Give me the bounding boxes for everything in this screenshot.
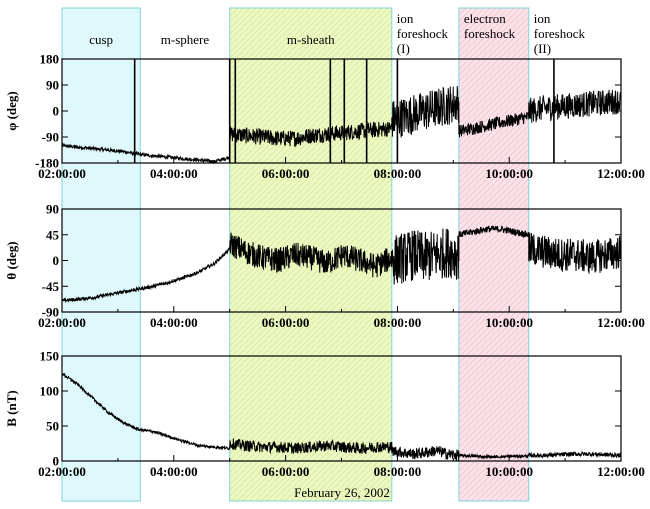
region-bands xyxy=(61,7,530,502)
x-tick-label: 12:00:00 xyxy=(597,464,645,479)
y-tick-label: -180 xyxy=(35,156,59,171)
y-tick-label: 180 xyxy=(40,52,60,67)
region-label: (I) xyxy=(397,41,410,56)
x-tick-label: 10:00:00 xyxy=(485,315,533,330)
y-axis-title: θ (deg) xyxy=(4,241,19,279)
data-trace xyxy=(61,225,622,304)
y-tick-label: -45 xyxy=(42,279,60,294)
region-label: (II) xyxy=(534,41,551,56)
region-label: foreshock xyxy=(397,26,449,41)
y-tick-label: 50 xyxy=(46,419,59,434)
y-tick-label: 100 xyxy=(40,384,60,399)
x-tick-label: 08:00:00 xyxy=(374,315,422,330)
region-label: m-sheath xyxy=(287,32,335,47)
y-tick-label: 0 xyxy=(53,454,60,469)
x-tick-label: 04:00:00 xyxy=(150,315,198,330)
x-tick-label: 06:00:00 xyxy=(262,315,310,330)
y-axis-title: φ (deg) xyxy=(4,91,19,131)
x-tick-label: 04:00:00 xyxy=(150,464,198,479)
chart-panel-3: 150 100 50 002:00:00 04:00:00 06:00:00 08:00:0… xyxy=(4,349,645,480)
region-band-pink xyxy=(458,7,530,502)
x-tick-label: 04:00:00 xyxy=(150,166,198,181)
y-axis-title: B (nT) xyxy=(4,390,19,426)
region-label: ion xyxy=(534,11,551,26)
region-band-cyan xyxy=(61,7,141,502)
y-tick-label: 150 xyxy=(40,349,60,364)
x-tick-label: 06:00:00 xyxy=(262,464,310,479)
x-tick-label: 12:00:00 xyxy=(597,166,645,181)
region-label: m-sphere xyxy=(161,32,210,47)
y-tick-label: -90 xyxy=(42,130,59,145)
region-labels: cusp m-sphere m-sheathionforeshock(I)elect… xyxy=(89,11,585,56)
data-trace xyxy=(61,86,622,165)
y-tick-label: 0 xyxy=(53,104,60,119)
date-footer: February 26, 2002 xyxy=(294,485,390,500)
region-label: ion xyxy=(397,11,414,26)
y-tick-label: 45 xyxy=(46,227,60,242)
x-tick-label: 08:00:00 xyxy=(374,166,422,181)
region-label: foreshock xyxy=(534,26,586,41)
data-trace xyxy=(61,372,622,461)
x-tick-label: 08:00:00 xyxy=(374,464,422,479)
x-tick-label: 10:00:00 xyxy=(485,464,533,479)
y-tick-label: 0 xyxy=(53,253,60,268)
x-tick-label: 12:00:00 xyxy=(597,315,645,330)
x-tick-label: 10:00:00 xyxy=(485,166,533,181)
y-tick-label: 90 xyxy=(46,202,59,217)
y-tick-label: -90 xyxy=(42,305,59,320)
x-tick-label: 02:00:00 xyxy=(38,315,86,330)
region-label: foreshock xyxy=(464,26,516,41)
x-tick-label: 02:00:00 xyxy=(38,166,86,181)
y-tick-label: 90 xyxy=(46,78,59,93)
region-label: cusp xyxy=(89,32,113,47)
x-tick-label: 06:00:00 xyxy=(262,166,310,181)
region-label: electron xyxy=(464,11,506,26)
x-tick-label: 02:00:00 xyxy=(38,464,86,479)
